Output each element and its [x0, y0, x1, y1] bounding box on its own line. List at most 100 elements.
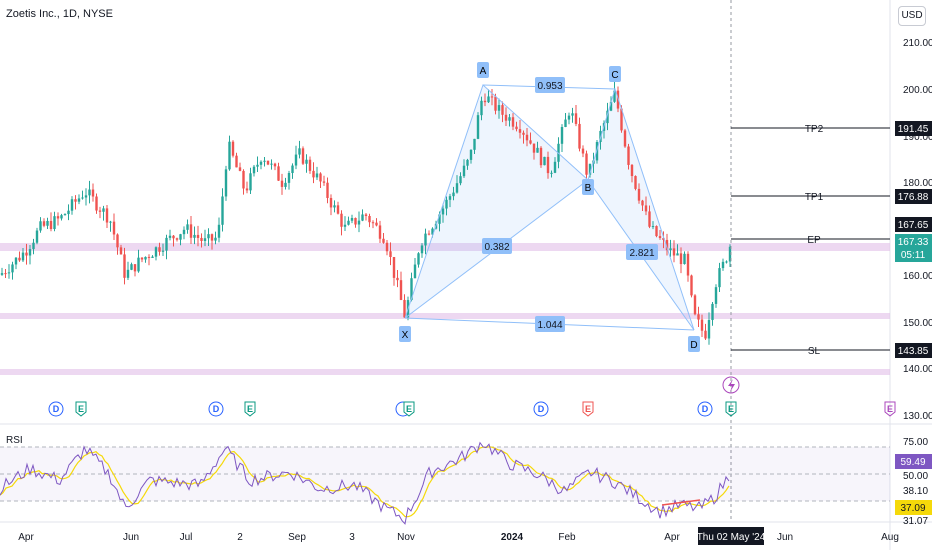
- dividend-icon[interactable]: D: [208, 401, 224, 417]
- candle-body: [284, 182, 287, 187]
- candle-body: [189, 224, 193, 238]
- candle-body: [182, 229, 186, 235]
- level-ep[interactable]: EP: [731, 235, 890, 246]
- currency-button[interactable]: USD: [898, 6, 926, 26]
- candle-body: [466, 159, 469, 166]
- earnings-icon[interactable]: E: [244, 401, 256, 417]
- candle-body: [151, 256, 154, 258]
- earnings-icon[interactable]: E: [75, 401, 87, 417]
- candle-body: [357, 220, 361, 225]
- svg-text:167.65: 167.65: [898, 220, 929, 231]
- svg-text:SL: SL: [808, 346, 821, 357]
- candle-body: [721, 261, 725, 269]
- candle-body: [25, 252, 28, 256]
- candle-body: [308, 159, 312, 171]
- candle-body: [298, 148, 301, 155]
- candle-body: [553, 161, 557, 173]
- earnings-icon[interactable]: E: [582, 401, 594, 417]
- point-d[interactable]: D: [688, 336, 700, 352]
- candle-body: [91, 189, 95, 197]
- svg-text:167.33: 167.33: [898, 237, 929, 248]
- candle-body: [4, 273, 7, 275]
- candle-body: [641, 200, 644, 206]
- candle-body: [203, 238, 207, 241]
- candle-body: [431, 228, 434, 235]
- candle-body: [315, 173, 319, 178]
- rsi-pane-label[interactable]: RSI: [6, 435, 23, 446]
- candle-body: [518, 129, 522, 133]
- candle-body: [238, 167, 242, 171]
- dividend-icon[interactable]: D: [48, 401, 64, 417]
- candle-body: [245, 188, 249, 191]
- candle-body: [84, 195, 88, 198]
- candle-body: [11, 264, 14, 273]
- candle-body: [140, 257, 144, 260]
- earnings-icon[interactable]: E: [725, 401, 737, 417]
- candle-body: [7, 272, 11, 274]
- candle-body: [487, 96, 490, 103]
- candle-body: [273, 163, 277, 167]
- candle-body: [672, 248, 676, 256]
- candle-body: [287, 173, 291, 183]
- candle-body: [725, 261, 728, 263]
- svg-text:37.09: 37.09: [900, 503, 925, 514]
- time-tick: Apr: [18, 532, 34, 543]
- candle-body: [322, 181, 326, 183]
- ratio-ac[interactable]: 0.953: [535, 77, 565, 93]
- price-tick: 190.00: [903, 132, 932, 143]
- candle-body: [469, 149, 473, 160]
- time-tick: Jul: [180, 532, 193, 543]
- candle-body: [340, 213, 343, 227]
- ratio-bd[interactable]: 2.821: [626, 244, 658, 260]
- candle-body: [539, 147, 543, 166]
- ratio-xd[interactable]: 1.044: [535, 316, 565, 332]
- rsi-line: [0, 441, 730, 525]
- candle-body: [98, 210, 102, 212]
- time-axis[interactable]: Apr Jun Jul 2 Sep 3 Nov 2024 Feb Apr Jun…: [18, 532, 899, 543]
- dividend-icon[interactable]: D: [697, 401, 713, 417]
- point-a[interactable]: A: [477, 62, 489, 78]
- level-tp2[interactable]: TP2: [731, 124, 890, 135]
- candle-body: [81, 197, 84, 199]
- point-c[interactable]: C: [609, 66, 621, 82]
- dividend-icon[interactable]: D: [533, 401, 549, 417]
- candle-body: [105, 208, 109, 223]
- badge-tp1: 176.88: [895, 189, 932, 204]
- symbol-title[interactable]: Zoetis Inc., 1D, NYSE: [6, 8, 113, 20]
- point-x[interactable]: X: [399, 326, 411, 342]
- svg-text:D: D: [213, 404, 220, 414]
- candle-body: [49, 220, 53, 230]
- candle-body: [210, 234, 214, 241]
- candle-body: [161, 250, 165, 252]
- candle-body: [28, 249, 32, 256]
- pattern-bcd-fill: [588, 89, 694, 330]
- candle-body: [543, 156, 546, 166]
- price-tick: 150.00: [903, 318, 932, 329]
- candle-body: [382, 238, 385, 243]
- earnings-icon[interactable]: E: [403, 401, 415, 417]
- svg-text:191.45: 191.45: [898, 124, 929, 135]
- rsi-axis[interactable]: 75.00 50.00 38.10 31.07: [903, 437, 928, 527]
- candle-body: [634, 176, 637, 189]
- lightning-icon[interactable]: [722, 376, 740, 394]
- candle-body: [361, 214, 364, 221]
- candle-body: [130, 264, 133, 270]
- level-sl[interactable]: SL: [731, 346, 890, 357]
- point-b[interactable]: B: [582, 179, 594, 195]
- candle-body: [385, 242, 389, 252]
- candle-body: [480, 100, 483, 116]
- candle-body: [504, 114, 508, 121]
- candle-body: [459, 176, 462, 184]
- candle-body: [56, 216, 60, 219]
- rsi-tick: 50.00: [903, 471, 928, 482]
- level-tp1[interactable]: TP1: [731, 192, 890, 203]
- candle-body: [88, 189, 91, 196]
- candles: [0, 81, 732, 345]
- svg-text:E: E: [78, 404, 84, 414]
- ratio-xb[interactable]: 0.382: [482, 238, 512, 254]
- candle-body: [172, 235, 175, 239]
- candle-body: [179, 234, 182, 240]
- earnings-icon[interactable]: E: [884, 401, 896, 417]
